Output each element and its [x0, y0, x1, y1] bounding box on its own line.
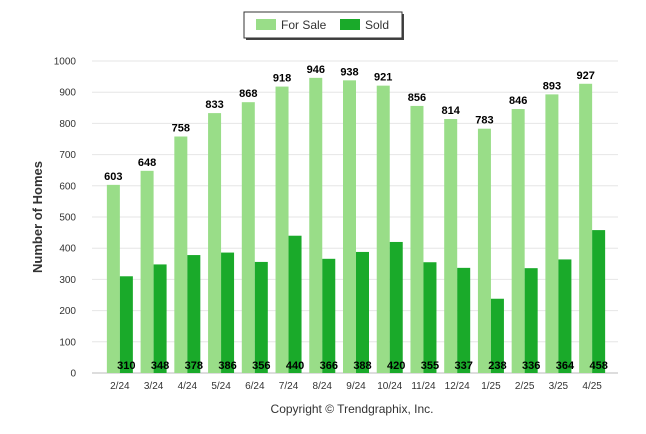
value-label-for-sale: 833 [205, 99, 223, 111]
value-label-for-sale: 758 [172, 123, 190, 135]
legend-swatch-for-sale [256, 19, 276, 30]
value-label-for-sale: 921 [374, 72, 392, 84]
bar-for-sale [376, 85, 390, 373]
value-label-sold: 348 [151, 360, 169, 372]
x-tick-label: 1/25 [481, 381, 501, 392]
bar-sold [592, 230, 606, 373]
x-tick-label: 3/24 [144, 381, 164, 392]
bar-sold [457, 267, 471, 373]
value-label-sold: 378 [185, 360, 203, 372]
value-label-for-sale: 938 [340, 66, 358, 78]
bar-sold [288, 235, 302, 373]
bar-for-sale [444, 119, 458, 373]
x-tick-label: 12/24 [445, 381, 470, 392]
bar-sold [423, 262, 437, 373]
value-labels: 603 310 648 348 758 378 833 386 868 356 918 440 946 3… [104, 64, 608, 372]
value-label-for-sale: 918 [273, 73, 291, 85]
bar-sold [254, 261, 268, 373]
value-label-sold: 440 [286, 360, 304, 372]
y-tick-label: 0 [70, 369, 76, 380]
bar-sold [389, 241, 403, 373]
value-label-for-sale: 927 [576, 70, 594, 82]
value-label-for-sale: 783 [475, 115, 493, 127]
bar-for-sale [106, 184, 120, 373]
y-tick-label: 900 [59, 88, 76, 99]
value-label-sold: 386 [218, 360, 236, 372]
bar-sold [187, 255, 201, 373]
x-tick-label: 6/24 [245, 381, 265, 392]
bar-for-sale [140, 170, 154, 373]
legend-label-sold: Sold [365, 18, 389, 32]
value-label-for-sale: 856 [408, 92, 426, 104]
value-label-sold: 420 [387, 360, 405, 372]
bar-for-sale [343, 80, 356, 374]
bar-for-sale [579, 83, 593, 373]
x-tick-label: 2/25 [515, 381, 535, 392]
bar-for-sale [174, 136, 188, 373]
x-axis-ticks: 2/24 3/24 4/24 5/24 6/24 7/24 8/24 9/24 10/24 11/… [110, 381, 602, 392]
y-tick-label: 600 [59, 181, 76, 192]
y-tick-label: 500 [59, 213, 76, 224]
legend: For Sale Sold [243, 11, 404, 40]
value-label-for-sale: 946 [307, 64, 325, 76]
y-tick-label: 800 [59, 119, 76, 130]
x-tick-label: 11/24 [411, 381, 436, 392]
bar-for-sale [208, 113, 222, 373]
y-tick-label: 1000 [54, 57, 77, 68]
bar-sold [221, 252, 235, 373]
y-axis-ticks: 0 100 200 300 400 500 600 700 800 900 1000 [54, 57, 77, 380]
value-label-for-sale: 846 [509, 95, 527, 107]
value-label-sold: 356 [252, 360, 270, 372]
bar-for-sale [241, 102, 255, 374]
value-label-for-sale: 868 [239, 88, 257, 100]
bar-for-sale [477, 128, 491, 373]
value-label-for-sale: 648 [138, 157, 156, 169]
value-label-for-sale: 603 [104, 171, 122, 183]
y-axis-title: Number of Homes [30, 161, 45, 273]
y-tick-label: 200 [59, 306, 76, 317]
value-label-sold: 238 [488, 360, 506, 372]
bar-for-sale [309, 77, 323, 374]
bar-for-sale [545, 94, 559, 373]
x-tick-label: 2/24 [110, 381, 130, 392]
bar-sold [322, 258, 336, 373]
value-label-for-sale: 893 [543, 80, 561, 92]
y-tick-label: 700 [59, 150, 76, 161]
bar-sold [490, 298, 504, 373]
y-tick-label: 100 [59, 337, 76, 348]
x-tick-label: 3/25 [549, 381, 569, 392]
value-label-sold: 355 [421, 360, 439, 372]
bar-for-sale [275, 86, 289, 374]
value-label-sold: 336 [522, 360, 540, 372]
value-label-sold: 458 [589, 360, 607, 372]
x-tick-label: 10/24 [377, 381, 402, 392]
x-tick-label: 5/24 [211, 381, 231, 392]
x-tick-label: 4/25 [582, 381, 602, 392]
bar-sold [153, 264, 167, 373]
value-label-sold: 364 [556, 360, 575, 372]
legend-label-for-sale: For Sale [281, 18, 327, 32]
bars [106, 77, 606, 374]
y-tick-label: 400 [59, 244, 76, 255]
legend-swatch-sold [340, 19, 360, 30]
y-tick-label: 300 [59, 275, 76, 286]
x-tick-label: 8/24 [313, 381, 333, 392]
bar-sold [356, 251, 369, 373]
bar-sold [524, 268, 538, 373]
bar-sold [558, 259, 572, 373]
bar-sold [119, 276, 133, 373]
value-label-sold: 337 [455, 360, 473, 372]
value-label-sold: 388 [353, 360, 371, 372]
value-label-sold: 366 [320, 360, 338, 372]
x-tick-label: 9/24 [346, 381, 366, 392]
value-label-for-sale: 814 [442, 105, 461, 117]
bar-for-sale [410, 105, 424, 373]
bar-for-sale [511, 109, 525, 373]
copyright-text: Copyright © Trendgraphix, Inc. [271, 402, 434, 416]
value-label-sold: 310 [117, 360, 135, 372]
x-tick-label: 4/24 [178, 381, 198, 392]
x-tick-label: 7/24 [279, 381, 299, 392]
